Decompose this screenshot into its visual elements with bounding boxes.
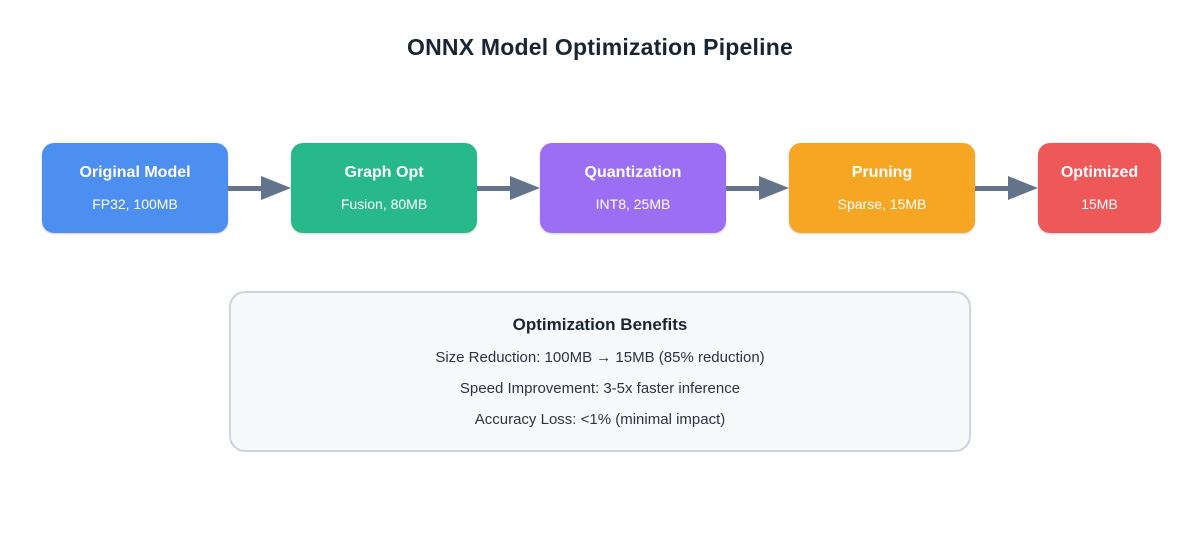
pipeline-flow: Original Model FP32, 100MB Graph Opt Fus… — [42, 143, 1161, 233]
stage-label: Quantization — [584, 164, 682, 181]
benefits-title: Optimization Benefits — [512, 315, 688, 334]
pipeline-stage-original-model: Original Model FP32, 100MB — [42, 143, 228, 233]
flow-arrow — [726, 143, 789, 233]
arrow-head-icon — [1008, 176, 1038, 200]
pipeline-stage-pruning: Pruning Sparse, 15MB — [789, 143, 975, 233]
benefits-panel: Optimization Benefits Size Reduction: 10… — [229, 291, 971, 452]
stage-detail: Sparse, 15MB — [837, 196, 927, 212]
arrow-line — [726, 185, 759, 191]
pipeline-stage-optimized: Optimized 15MB — [1038, 143, 1161, 233]
stage-detail: FP32, 100MB — [92, 196, 178, 212]
benefit-item-accuracy-loss: Accuracy Loss: <1% (minimal impact) — [474, 411, 726, 428]
stage-label: Optimized — [1060, 164, 1139, 181]
flow-arrow — [975, 143, 1038, 233]
flow-arrow — [228, 143, 291, 233]
page-title: ONNX Model Optimization Pipeline — [407, 34, 793, 60]
stage-label: Original Model — [79, 164, 191, 181]
stage-detail: INT8, 25MB — [595, 196, 671, 212]
benefit-item-size-reduction: Size Reduction: 100MB → 15MB (85% reduct… — [435, 349, 765, 366]
stage-detail: 15MB — [1081, 196, 1118, 212]
pipeline-stage-graph-opt: Graph Opt Fusion, 80MB — [291, 143, 477, 233]
stage-label: Pruning — [851, 164, 913, 181]
arrow-head-icon — [261, 176, 291, 200]
arrow-head-icon — [510, 176, 540, 200]
benefit-item-speed-improvement: Speed Improvement: 3-5x faster inference — [459, 380, 741, 397]
arrow-line — [975, 185, 1008, 191]
arrow-line — [477, 185, 510, 191]
pipeline-stage-quantization: Quantization INT8, 25MB — [540, 143, 726, 233]
stage-detail: Fusion, 80MB — [340, 196, 428, 212]
arrow-line — [228, 185, 261, 191]
arrow-head-icon — [759, 176, 789, 200]
stage-label: Graph Opt — [344, 164, 424, 181]
flow-arrow — [477, 143, 540, 233]
